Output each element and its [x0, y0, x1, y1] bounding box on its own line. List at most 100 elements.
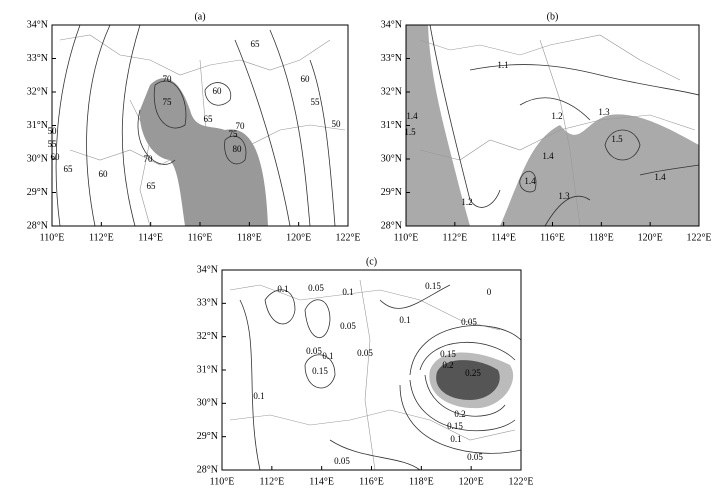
contour-label: 1.4 [542, 151, 554, 161]
lon-label: 118°E [589, 232, 614, 243]
lon-label: 116°E [540, 232, 565, 243]
lon-label: 110°E [40, 232, 65, 243]
lat-label: 33°N [197, 298, 218, 309]
lon-label: 122°E [335, 232, 360, 243]
lat-label: 31°N [27, 120, 48, 131]
contour-label: 60 [301, 74, 311, 84]
contour-label: 0.1 [322, 351, 333, 361]
lat-label: 32°N [27, 86, 48, 97]
contours [55, 24, 700, 471]
contour-label: 0.15 [312, 366, 328, 376]
lon-label: 122°E [508, 476, 533, 487]
contour-label: 65 [251, 39, 261, 49]
lon-label: 118°E [409, 476, 434, 487]
lat-label: 31°N [197, 364, 218, 375]
contour-label: 1.4 [654, 172, 666, 182]
contour-label: 0.15 [440, 349, 456, 359]
lat-label: 29°N [27, 187, 48, 198]
contour-label: 0.1 [253, 391, 264, 401]
contour-label: 1.2 [461, 197, 472, 207]
contour-label: 0.05 [357, 348, 373, 358]
lat-label: 30°N [197, 398, 218, 409]
contour-label: 60 [213, 86, 223, 96]
contour-label: 0.25 [465, 368, 481, 378]
contour-label: 1.4 [524, 176, 536, 186]
lon-label: 120°E [459, 476, 484, 487]
contour-label: 50 [48, 126, 58, 136]
contour-label: 0 [487, 287, 492, 297]
contour-label: 1.1 [497, 60, 508, 70]
lat-label: 33°N [381, 53, 402, 64]
lon-label: 112°E [442, 232, 467, 243]
contour-label: 0.05 [308, 283, 324, 293]
lat-label: 34°N [27, 19, 48, 30]
lon-label: 114°E [138, 232, 163, 243]
lat-label: 28°N [27, 220, 48, 231]
contour-label: 0.1 [277, 284, 288, 294]
contour-label: 75 [229, 129, 239, 139]
contour-label: 0.15 [447, 421, 463, 431]
lon-label: 116°E [359, 476, 384, 487]
contour-label: 65 [204, 114, 214, 124]
contour-label: 70 [144, 154, 154, 164]
contour-label: 0.1 [450, 434, 461, 444]
lat-label: 32°N [381, 86, 402, 97]
contour-label: 1.2 [551, 111, 562, 121]
lat-label: 28°N [381, 220, 402, 231]
lon-label: 120°E [286, 232, 311, 243]
lat-label: 29°N [197, 431, 218, 442]
shading-c [429, 352, 514, 409]
lon-label: 122°E [686, 232, 711, 243]
lat-label: 34°N [381, 19, 402, 30]
lat-label: 33°N [27, 53, 48, 64]
contour-label: 0.1 [399, 315, 410, 325]
contour-label: 80 [233, 144, 243, 154]
contour-label: 55 [48, 139, 58, 149]
contour-label: 0.1 [342, 287, 353, 297]
contour-label: 0.05 [334, 456, 350, 466]
lon-label: 112°E [259, 476, 284, 487]
contour-label: 1.3 [558, 191, 570, 201]
lat-label: 29°N [381, 187, 402, 198]
lat-label: 30°N [27, 153, 48, 164]
lon-label: 114°E [309, 476, 334, 487]
lon-label: 116°E [188, 232, 213, 243]
panel-label: (c) [366, 256, 377, 267]
contour-label: 70 [163, 74, 173, 84]
lon-label: 110°E [210, 476, 235, 487]
lat-label: 28°N [197, 464, 218, 475]
contour-label: 75 [163, 97, 173, 107]
panel-label: (a) [194, 11, 205, 22]
contour-label: 55 [311, 97, 321, 107]
contour-label: 50 [332, 119, 342, 129]
contour-label: 65 [64, 164, 74, 174]
lon-label: 120°E [638, 232, 663, 243]
lat-label: 30°N [381, 153, 402, 164]
contour-label: 0.05 [306, 346, 322, 356]
contour-label: 65 [147, 181, 157, 191]
contour-label: 0.05 [461, 317, 477, 327]
contour-label: 1.3 [598, 107, 610, 117]
lat-label: 31°N [381, 120, 402, 131]
contour-label: 0.15 [425, 281, 441, 291]
boundaries [59, 34, 696, 471]
lon-label: 114°E [491, 232, 516, 243]
contour-label: 60 [99, 169, 109, 179]
contour-label: 1.5 [404, 127, 416, 137]
shading-b [406, 25, 699, 226]
contour-label: 0.05 [467, 452, 483, 462]
lon-label: 110°E [394, 232, 419, 243]
lat-label: 32°N [197, 331, 218, 342]
lon-label: 112°E [89, 232, 114, 243]
contour-label: 1.5 [611, 134, 623, 144]
lat-label: 34°N [197, 264, 218, 275]
contour-label: 1.4 [406, 111, 418, 121]
lon-label: 118°E [237, 232, 262, 243]
shading-a [139, 78, 268, 226]
contour-label: 0.2 [454, 409, 465, 419]
contour-label: 70 [236, 121, 246, 131]
contour-label: 60 [51, 152, 61, 162]
contour-label: 0.2 [442, 360, 453, 370]
